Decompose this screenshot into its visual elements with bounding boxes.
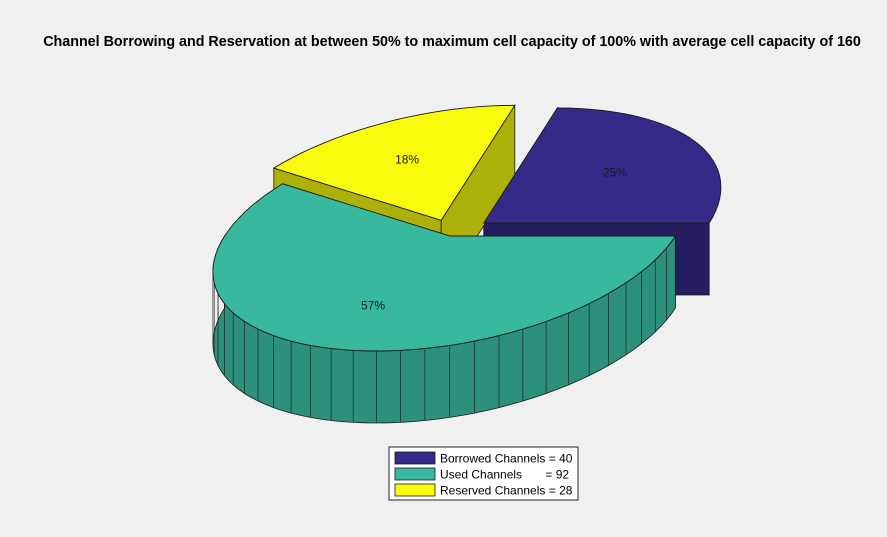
pie-slice-2	[272, 104, 516, 221]
pie-percent-label-2: 18%	[395, 153, 419, 167]
legend-swatch-1	[394, 467, 436, 481]
chart-title: Channel Borrowing and Reservation at bet…	[43, 34, 861, 50]
pie-percent-labels: 25% 57% 18%	[361, 153, 627, 313]
legend: Borrowed Channels = 40 Used Channels = 92…	[388, 446, 579, 501]
pie-tops	[212, 104, 722, 352]
pie-slice-1	[212, 183, 677, 352]
legend-label-2: Reserved Channels = 28	[440, 484, 573, 498]
legend-label-0: Borrowed Channels = 40	[440, 452, 573, 466]
legend-swatch-0	[394, 451, 436, 465]
legend-swatch-2	[394, 483, 436, 497]
pie-percent-label-0: 25%	[603, 166, 627, 180]
pie-slice-0	[482, 107, 722, 224]
pie-percent-label-1: 57%	[361, 298, 385, 312]
legend-label-1: Used Channels = 92	[440, 468, 569, 482]
